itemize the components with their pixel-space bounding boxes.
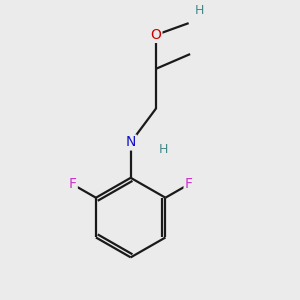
Text: F: F (184, 177, 193, 191)
Text: H: H (195, 4, 204, 17)
Text: O: O (151, 28, 161, 42)
Text: N: N (125, 136, 136, 149)
Text: F: F (69, 177, 77, 191)
Text: H: H (159, 143, 168, 156)
